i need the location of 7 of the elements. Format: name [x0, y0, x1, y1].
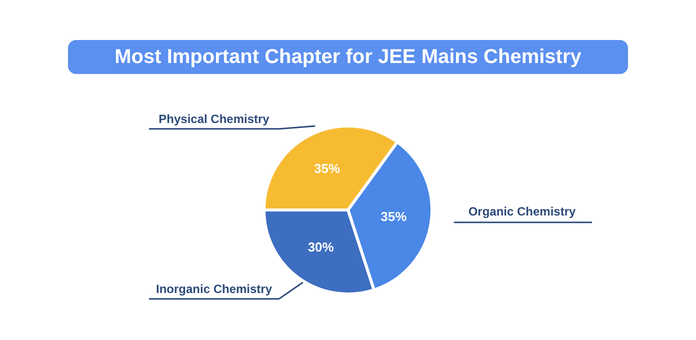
data-label: 35%: [380, 209, 408, 224]
data-label: 30%: [308, 239, 334, 254]
data-label: 35%: [314, 160, 340, 176]
chart-title: Most Important Chapter for JEE Mains Chemistry: [68, 40, 628, 74]
slice-label: Organic Chemistry: [468, 204, 576, 218]
slice-label: Physical Chemistry: [158, 112, 270, 126]
slice-label: Inorganic Chemistry: [156, 282, 272, 296]
